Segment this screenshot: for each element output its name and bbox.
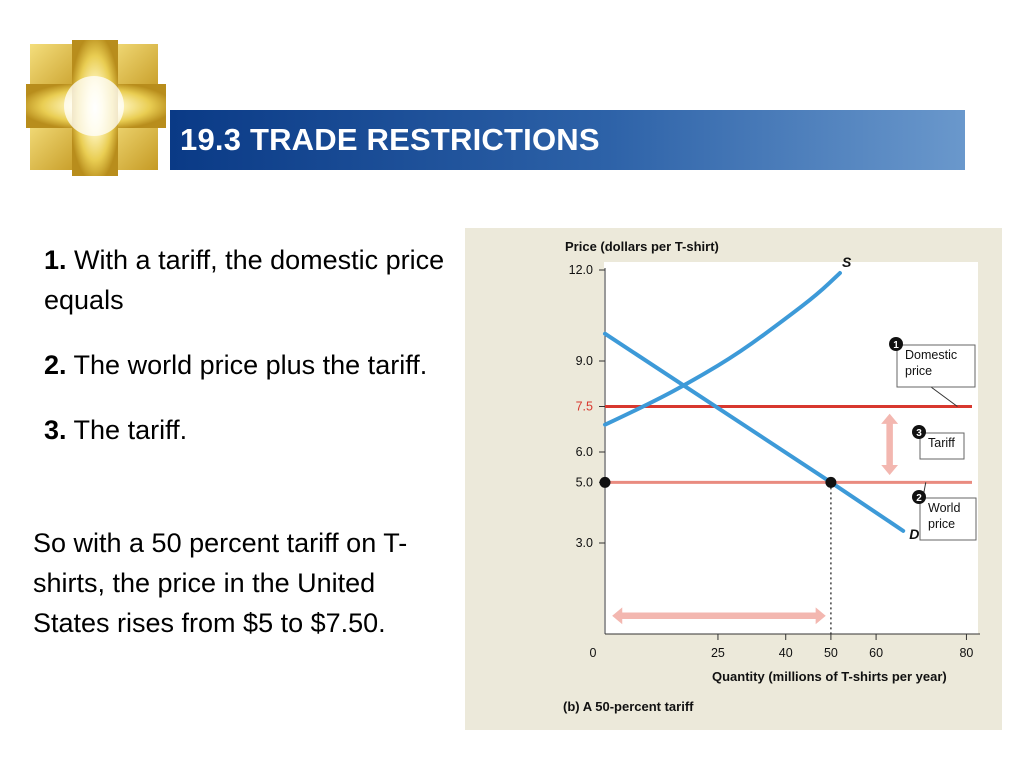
callout-number: 1 bbox=[893, 340, 899, 351]
bullet-3: 3. The tariff. bbox=[44, 410, 454, 450]
tariff-chart: Price (dollars per T-shirt) Quantity (mi… bbox=[563, 239, 980, 714]
callout-number-badge bbox=[912, 490, 926, 504]
callout-number: 2 bbox=[916, 493, 922, 504]
logo-squares bbox=[26, 40, 166, 176]
equilibrium-point bbox=[825, 476, 837, 488]
bullet-2: 2. The world price plus the tariff. bbox=[44, 345, 454, 385]
callout-box bbox=[896, 344, 976, 388]
callout-number-badge bbox=[889, 337, 903, 351]
callout-number-badge bbox=[912, 425, 926, 439]
supply-label: S bbox=[842, 254, 852, 270]
callout-text: Domestic bbox=[905, 348, 957, 362]
callout-number: 3 bbox=[916, 428, 922, 439]
callout-leader-line bbox=[930, 386, 958, 407]
callout-text: World bbox=[928, 501, 960, 515]
callout-text: price bbox=[928, 517, 955, 531]
bullet-text: The world price plus the tariff. bbox=[73, 350, 428, 380]
tariff-double-arrow bbox=[878, 411, 902, 478]
bullet-1: 1. With a tariff, the domestic price equ… bbox=[44, 240, 454, 320]
y-tick-label: 12.0 bbox=[569, 263, 593, 277]
chart-caption: (b) A 50-percent tariff bbox=[563, 699, 694, 714]
callout-box bbox=[919, 432, 965, 460]
summary-text: So with a 50 percent tariff on T-shirts,… bbox=[33, 528, 408, 638]
x-tick-label: 25 bbox=[711, 646, 725, 660]
demand-label: D bbox=[909, 526, 919, 542]
supply-curve bbox=[603, 271, 842, 427]
x-tick-label: 0 bbox=[590, 646, 597, 660]
x-tick-label: 60 bbox=[869, 646, 883, 660]
equilibrium-point bbox=[599, 476, 611, 488]
callout-text: Tariff bbox=[928, 436, 955, 450]
slide-title: 19.3 TRADE RESTRICTIONS bbox=[180, 122, 600, 157]
bullet-text: With a tariff, the domestic price equals bbox=[44, 245, 445, 315]
bullet-text: The tariff. bbox=[73, 415, 188, 445]
x-tick-label: 80 bbox=[959, 646, 973, 660]
title-bar: 19.3 TRADE RESTRICTIONS bbox=[170, 110, 965, 170]
y-tick-label: 7.5 bbox=[576, 400, 593, 414]
x-axis-label: Quantity (millions of T-shirts per year) bbox=[712, 669, 947, 684]
callout-text: price bbox=[905, 364, 932, 378]
bullet-number: 2. bbox=[44, 350, 67, 380]
y-tick-label: 9.0 bbox=[576, 354, 593, 368]
callout-box bbox=[919, 497, 977, 541]
plot-background bbox=[604, 262, 978, 634]
y-tick-label: 5.0 bbox=[576, 475, 593, 489]
bullet-number: 1. bbox=[44, 245, 67, 275]
x-tick-label: 40 bbox=[779, 646, 793, 660]
y-tick-label: 3.0 bbox=[576, 536, 593, 550]
x-tick-label: 50 bbox=[824, 646, 838, 660]
y-axis-label: Price (dollars per T-shirt) bbox=[565, 239, 719, 254]
quantity-double-arrow bbox=[609, 604, 829, 628]
presentation-logo bbox=[26, 40, 166, 176]
chart-panel: Price (dollars per T-shirt) Quantity (mi… bbox=[465, 228, 1002, 730]
bullet-list: 1. With a tariff, the domestic price equ… bbox=[44, 240, 454, 475]
y-tick-label: 6.0 bbox=[576, 445, 593, 459]
bullet-number: 3. bbox=[44, 415, 67, 445]
